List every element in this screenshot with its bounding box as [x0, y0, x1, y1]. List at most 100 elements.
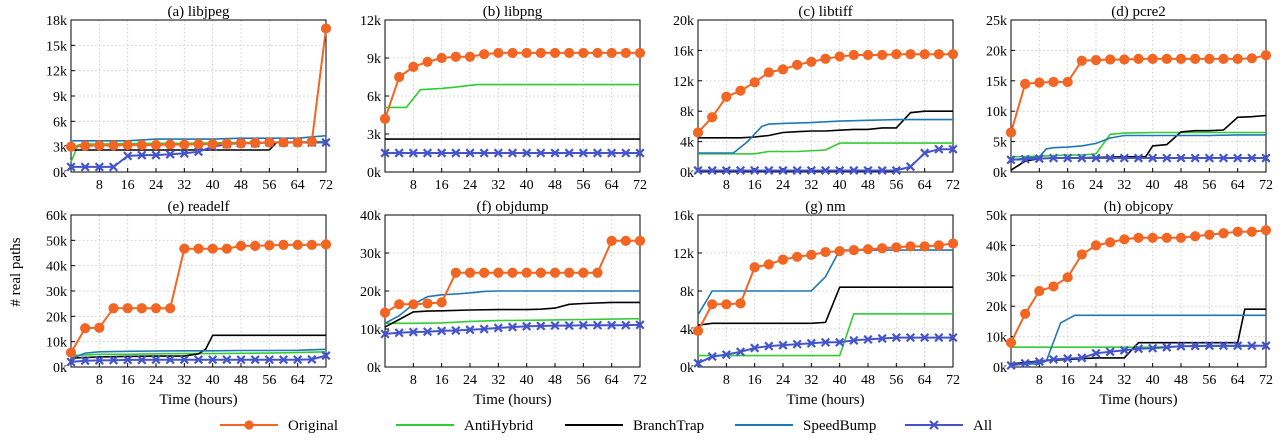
x-tick-label: 40 [1146, 178, 1160, 193]
data-point [1190, 153, 1200, 163]
data-point [607, 148, 617, 158]
data-point [933, 49, 944, 60]
series-line [698, 142, 953, 155]
data-point [1062, 76, 1073, 88]
data-point [934, 144, 944, 154]
data-point [707, 299, 718, 310]
x-tick-label: 24 [1089, 178, 1103, 193]
series-all [1006, 153, 1271, 165]
x-tick-label: 8 [1036, 373, 1043, 388]
x-tick-label: 72 [946, 178, 960, 193]
y-tick-label: 12k [673, 75, 694, 90]
data-point [1048, 76, 1059, 88]
data-point [1218, 341, 1229, 351]
data-point [108, 303, 119, 314]
data-point [379, 307, 391, 318]
data-point [549, 47, 561, 59]
y-tick-label: 50k [986, 209, 1007, 224]
x-tick-label: 8 [723, 373, 730, 388]
x-tick-label: 56 [1202, 178, 1216, 193]
data-point [94, 355, 104, 365]
data-point [536, 321, 546, 331]
chart-panel-6: 0k 4k 8k 12k 16k 8 16 24 32 40 48 56 64 72 (g) nm Time … [673, 199, 960, 408]
x-tick-label: 40 [206, 373, 220, 388]
chart-panels: 0k 3k 6k 9k 12k 15k 18k 8 16 24 32 40 48 56 64 72 (a) li… [46, 4, 1273, 408]
x-tick-label: 56 [889, 178, 903, 193]
series-original [379, 235, 646, 318]
data-point [65, 141, 77, 152]
plot-frame [1010, 214, 1267, 368]
data-point [320, 23, 332, 34]
data-point [221, 243, 232, 254]
data-point [1204, 341, 1214, 351]
data-point [721, 299, 732, 310]
legend-marker [244, 420, 254, 430]
data-point [1091, 348, 1101, 358]
chart-panel-5: 0k 10k 20k 30k 40k 8 16 24 32 40 48 56 64 72 (f) objdu… [360, 199, 647, 408]
series-original [692, 49, 959, 138]
x-tick-label: 48 [861, 373, 875, 388]
data-point [408, 327, 418, 337]
data-point [1005, 337, 1017, 348]
data-point [1006, 155, 1016, 165]
data-point [522, 321, 532, 331]
data-point [394, 328, 404, 338]
data-point [1077, 353, 1087, 363]
data-point [550, 321, 560, 331]
data-point [436, 297, 447, 308]
series-all [66, 351, 331, 367]
x-tick-label: 48 [234, 373, 248, 388]
data-point [1034, 285, 1045, 297]
series-antihybrid [385, 83, 640, 109]
series-line [384, 301, 640, 328]
legend-item-speedbump: SpeedBump [735, 418, 876, 434]
data-point [1091, 153, 1101, 163]
data-point [862, 244, 874, 255]
data-point [834, 51, 845, 62]
x-tick-label: 16 [435, 178, 449, 193]
x-tick-label: 24 [149, 373, 163, 388]
data-point [1232, 226, 1243, 237]
data-point [1119, 54, 1130, 65]
series-line [70, 348, 327, 360]
panel-title: (d) pcre2 [1111, 4, 1166, 20]
data-point [136, 139, 147, 151]
x-tick-label: 32 [804, 178, 818, 193]
data-point [292, 239, 303, 250]
data-point [179, 355, 189, 365]
y-tick-label: 10k [46, 336, 67, 351]
data-point [1063, 153, 1073, 163]
data-point [806, 249, 817, 260]
data-point [848, 245, 859, 256]
y-tick-label: 20k [360, 285, 381, 300]
data-point [564, 267, 575, 278]
y-tick-label: 12k [46, 65, 67, 80]
data-point [905, 162, 916, 172]
panel-title: (b) libpng [483, 4, 543, 20]
data-point [1175, 53, 1187, 65]
data-point [849, 165, 859, 176]
series-speedbump [70, 348, 327, 360]
x-tick-label: 32 [177, 373, 191, 388]
data-point [1062, 272, 1073, 283]
x-tick-label: 8 [96, 373, 103, 388]
y-tick-label: 18k [46, 14, 67, 29]
data-point [1048, 354, 1059, 364]
data-point [193, 139, 204, 150]
y-tick-label: 16k [673, 209, 694, 224]
y-tick-label: 40k [986, 239, 1007, 254]
x-tick-label: 32 [491, 178, 505, 193]
y-tick-label: 0k [53, 361, 67, 376]
data-point [1077, 153, 1087, 163]
y-tick-label: 8k [680, 105, 694, 120]
series-line [71, 134, 327, 142]
data-point [493, 148, 503, 158]
series-antihybrid [698, 142, 953, 155]
series-line [385, 317, 641, 325]
data-point [1204, 153, 1214, 163]
data-point [465, 325, 475, 335]
data-point [1218, 53, 1229, 65]
data-point [735, 347, 746, 357]
data-point [521, 267, 532, 278]
